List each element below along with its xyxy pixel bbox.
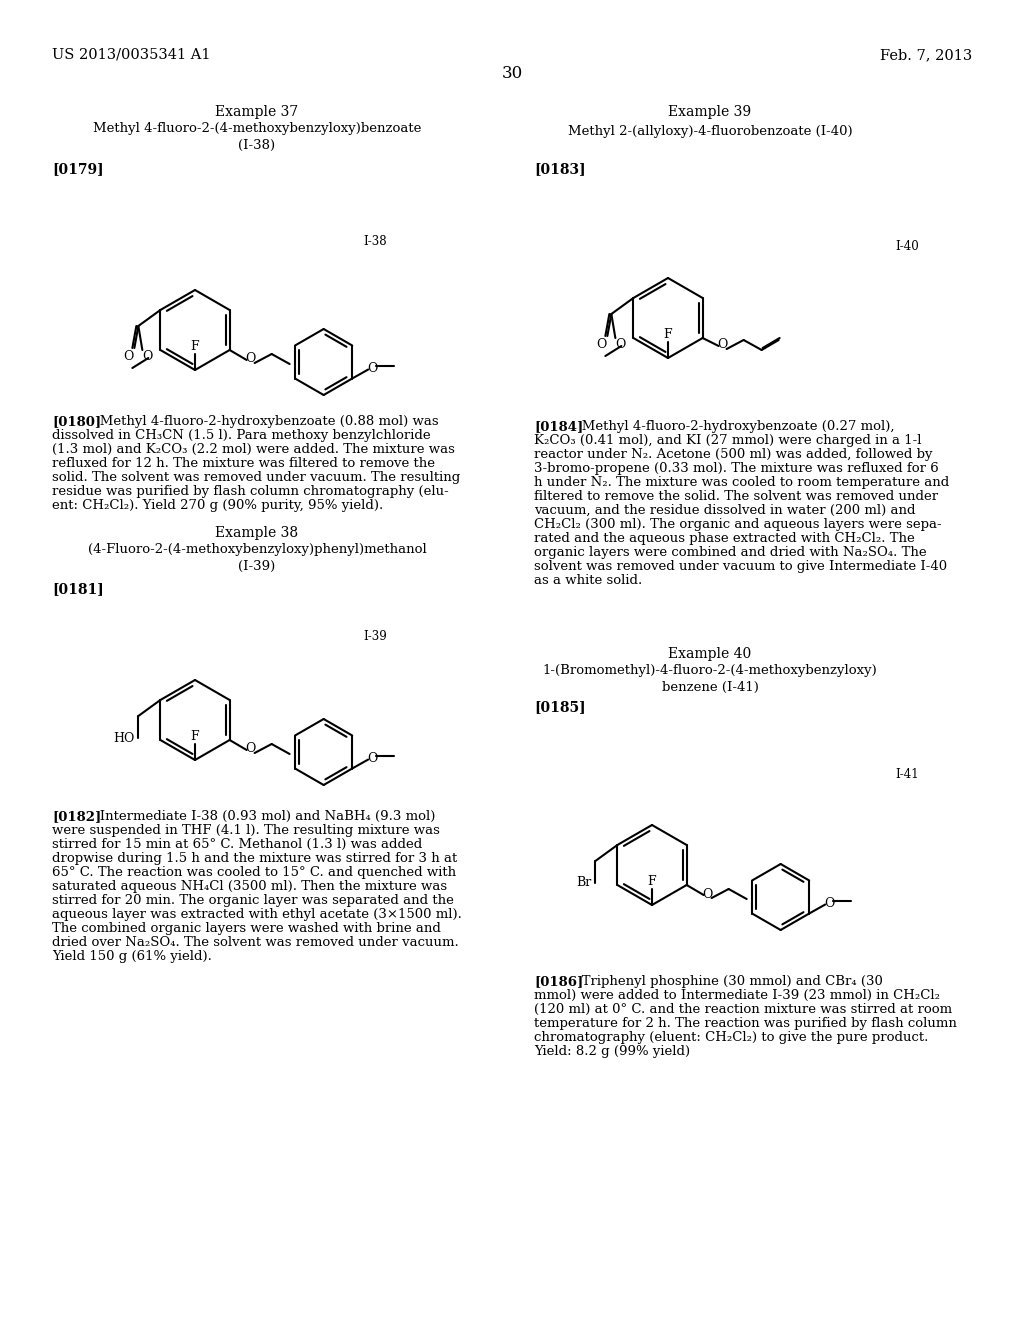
- Text: saturated aqueous NH₄Cl (3500 ml). Then the mixture was: saturated aqueous NH₄Cl (3500 ml). Then …: [52, 880, 447, 894]
- Text: (120 ml) at 0° C. and the reaction mixture was stirred at room: (120 ml) at 0° C. and the reaction mixtu…: [534, 1003, 952, 1016]
- Text: (4-Fluoro-2-(4-methoxybenzyloxy)phenyl)methanol: (4-Fluoro-2-(4-methoxybenzyloxy)phenyl)m…: [88, 543, 426, 556]
- Text: stirred for 20 min. The organic layer was separated and the: stirred for 20 min. The organic layer wa…: [52, 894, 454, 907]
- Text: I-41: I-41: [895, 768, 919, 781]
- Text: (1.3 mol) and K₂CO₃ (2.2 mol) were added. The mixture was: (1.3 mol) and K₂CO₃ (2.2 mol) were added…: [52, 444, 455, 455]
- Text: solvent was removed under vacuum to give Intermediate I-40: solvent was removed under vacuum to give…: [534, 560, 947, 573]
- Text: Example 37: Example 37: [215, 106, 299, 119]
- Text: aqueous layer was extracted with ethyl acetate (3×1500 ml).: aqueous layer was extracted with ethyl a…: [52, 908, 462, 921]
- Text: I-38: I-38: [362, 235, 387, 248]
- Text: residue was purified by flash column chromatography (elu-: residue was purified by flash column chr…: [52, 484, 449, 498]
- Text: reactor under N₂. Acetone (500 ml) was added, followed by: reactor under N₂. Acetone (500 ml) was a…: [534, 447, 933, 461]
- Text: vacuum, and the residue dissolved in water (200 ml) and: vacuum, and the residue dissolved in wat…: [534, 504, 915, 517]
- Text: [0180]: [0180]: [52, 414, 101, 428]
- Text: refluxed for 12 h. The mixture was filtered to remove the: refluxed for 12 h. The mixture was filte…: [52, 457, 435, 470]
- Text: as a white solid.: as a white solid.: [534, 574, 642, 587]
- Text: Yield 150 g (61% yield).: Yield 150 g (61% yield).: [52, 950, 212, 964]
- Text: [0186]: [0186]: [534, 975, 584, 987]
- Text: 1-(Bromomethyl)-4-fluoro-2-(4-methoxybenzyloxy): 1-(Bromomethyl)-4-fluoro-2-(4-methoxyben…: [543, 664, 878, 677]
- Text: chromatography (eluent: CH₂Cl₂) to give the pure product.: chromatography (eluent: CH₂Cl₂) to give …: [534, 1031, 929, 1044]
- Text: stirred for 15 min at 65° C. Methanol (1.3 l) was added: stirred for 15 min at 65° C. Methanol (1…: [52, 838, 422, 851]
- Text: Example 40: Example 40: [669, 647, 752, 661]
- Text: Intermediate I-38 (0.93 mol) and NaBH₄ (9.3 mol): Intermediate I-38 (0.93 mol) and NaBH₄ (…: [87, 810, 435, 822]
- Text: Feb. 7, 2013: Feb. 7, 2013: [880, 48, 972, 62]
- Text: [0179]: [0179]: [52, 162, 103, 176]
- Text: F: F: [190, 730, 200, 743]
- Text: dissolved in CH₃CN (1.5 l). Para methoxy benzylchloride: dissolved in CH₃CN (1.5 l). Para methoxy…: [52, 429, 431, 442]
- Text: F: F: [664, 327, 673, 341]
- Text: Example 38: Example 38: [215, 525, 299, 540]
- Text: Methyl 4-fluoro-2-hydroxybenzoate (0.88 mol) was: Methyl 4-fluoro-2-hydroxybenzoate (0.88 …: [87, 414, 438, 428]
- Text: solid. The solvent was removed under vacuum. The resulting: solid. The solvent was removed under vac…: [52, 471, 460, 484]
- Text: 65° C. The reaction was cooled to 15° C. and quenched with: 65° C. The reaction was cooled to 15° C.…: [52, 866, 456, 879]
- Text: O: O: [615, 338, 626, 351]
- Text: Triphenyl phosphine (30 mmol) and CBr₄ (30: Triphenyl phosphine (30 mmol) and CBr₄ (…: [568, 975, 883, 987]
- Text: h under N₂. The mixture was cooled to room temperature and: h under N₂. The mixture was cooled to ro…: [534, 477, 949, 488]
- Text: Methyl 4-fluoro-2-hydroxybenzoate (0.27 mol),: Methyl 4-fluoro-2-hydroxybenzoate (0.27 …: [568, 420, 894, 433]
- Text: Br: Br: [577, 876, 591, 890]
- Text: CH₂Cl₂ (300 ml). The organic and aqueous layers were sepa-: CH₂Cl₂ (300 ml). The organic and aqueous…: [534, 517, 942, 531]
- Text: K₂CO₃ (0.41 mol), and KI (27 mmol) were charged in a 1-l: K₂CO₃ (0.41 mol), and KI (27 mmol) were …: [534, 434, 922, 447]
- Text: Methyl 4-fluoro-2-(4-methoxybenzyloxy)benzoate: Methyl 4-fluoro-2-(4-methoxybenzyloxy)be…: [93, 121, 421, 135]
- Text: O: O: [824, 898, 835, 909]
- Text: O: O: [246, 352, 256, 366]
- Text: [0185]: [0185]: [534, 700, 586, 714]
- Text: benzene (I-41): benzene (I-41): [662, 681, 759, 694]
- Text: (I-39): (I-39): [239, 560, 275, 573]
- Text: rated and the aqueous phase extracted with CH₂Cl₂. The: rated and the aqueous phase extracted wi…: [534, 532, 914, 545]
- Text: O: O: [123, 350, 133, 363]
- Text: O: O: [142, 350, 153, 363]
- Text: O: O: [596, 338, 606, 351]
- Text: O: O: [368, 362, 378, 375]
- Text: O: O: [368, 752, 378, 766]
- Text: ent: CH₂Cl₂). Yield 270 g (90% purity, 95% yield).: ent: CH₂Cl₂). Yield 270 g (90% purity, 9…: [52, 499, 383, 512]
- Text: 30: 30: [502, 65, 522, 82]
- Text: [0183]: [0183]: [534, 162, 586, 176]
- Text: were suspended in THF (4.1 l). The resulting mixture was: were suspended in THF (4.1 l). The resul…: [52, 824, 440, 837]
- Text: Example 39: Example 39: [669, 106, 752, 119]
- Text: O: O: [702, 887, 713, 900]
- Text: O: O: [718, 338, 728, 351]
- Text: O: O: [246, 742, 256, 755]
- Text: Yield: 8.2 g (99% yield): Yield: 8.2 g (99% yield): [534, 1045, 690, 1059]
- Text: [0182]: [0182]: [52, 810, 101, 822]
- Text: 3-bromo-propene (0.33 mol). The mixture was refluxed for 6: 3-bromo-propene (0.33 mol). The mixture …: [534, 462, 939, 475]
- Text: US 2013/0035341 A1: US 2013/0035341 A1: [52, 48, 211, 62]
- Text: (I-38): (I-38): [239, 139, 275, 152]
- Text: The combined organic layers were washed with brine and: The combined organic layers were washed …: [52, 921, 441, 935]
- Text: dropwise during 1.5 h and the mixture was stirred for 3 h at: dropwise during 1.5 h and the mixture wa…: [52, 851, 458, 865]
- Text: temperature for 2 h. The reaction was purified by flash column: temperature for 2 h. The reaction was pu…: [534, 1016, 956, 1030]
- Text: I-39: I-39: [362, 630, 387, 643]
- Text: HO: HO: [113, 731, 134, 744]
- Text: [0181]: [0181]: [52, 582, 103, 597]
- Text: dried over Na₂SO₄. The solvent was removed under vacuum.: dried over Na₂SO₄. The solvent was remov…: [52, 936, 459, 949]
- Text: I-40: I-40: [895, 240, 919, 253]
- Text: Methyl 2-(allyloxy)-4-fluorobenzoate (I-40): Methyl 2-(allyloxy)-4-fluorobenzoate (I-…: [567, 125, 852, 139]
- Text: mmol) were added to Intermediate I-39 (23 mmol) in CH₂Cl₂: mmol) were added to Intermediate I-39 (2…: [534, 989, 940, 1002]
- Text: F: F: [190, 341, 200, 352]
- Text: organic layers were combined and dried with Na₂SO₄. The: organic layers were combined and dried w…: [534, 546, 927, 558]
- Text: [0184]: [0184]: [534, 420, 584, 433]
- Text: filtered to remove the solid. The solvent was removed under: filtered to remove the solid. The solven…: [534, 490, 938, 503]
- Text: F: F: [648, 875, 656, 888]
